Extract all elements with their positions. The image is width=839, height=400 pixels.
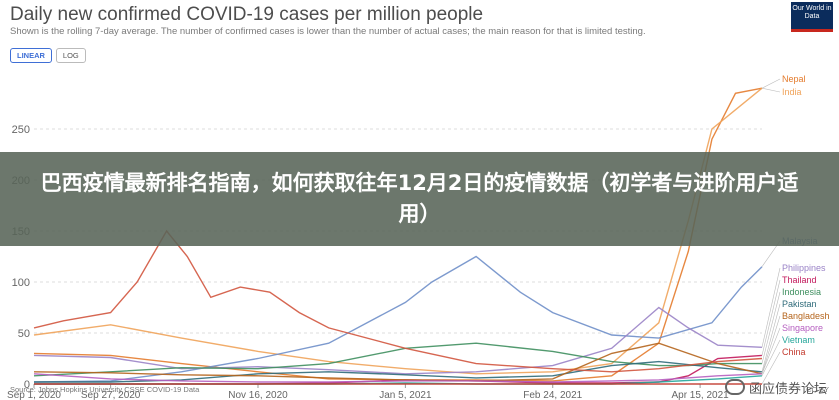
legend-connector: [761, 78, 781, 89]
headline-text: 巴西疫情最新排名指南，如何获取往年12月2日的疫情数据（初学者与进阶用户适用）: [40, 171, 799, 226]
legend-connector: [761, 315, 781, 374]
y-tick-label: 50: [18, 328, 30, 340]
legend-label: Singapore: [782, 323, 823, 333]
chart-title: Daily new confirmed COVID-19 cases per m…: [10, 4, 484, 25]
source-note: Source: Johns Hopkins University CSSE CO…: [10, 385, 200, 394]
legend-connector: [761, 279, 781, 356]
watermark: 函应债券论坛: [724, 378, 827, 397]
series-line: [33, 373, 763, 383]
legend-label: Pakistan: [782, 299, 817, 309]
legend-label: Indonesia: [782, 287, 821, 297]
license-label: CC BY: [806, 385, 829, 394]
legend-connector: [761, 87, 781, 93]
legend-connector: [761, 327, 781, 374]
x-tick-label: Apr 15, 2021: [671, 390, 729, 400]
y-tick-label: 250: [12, 124, 30, 136]
x-tick-label: Jan 5, 2021: [379, 390, 432, 400]
legend-label: Thailand: [782, 275, 817, 285]
x-tick-label: Sep 1, 2020: [7, 390, 61, 400]
series-line: [33, 229, 763, 373]
linear-toggle-button[interactable]: LINEAR: [10, 48, 52, 63]
series-line: [33, 306, 763, 375]
chart-subtitle: Shown is the rolling 7-day average. The …: [10, 26, 646, 37]
legend-label: Vietnam: [782, 335, 815, 345]
y-tick-label: 100: [12, 277, 30, 289]
legend-label: Nepal: [782, 74, 806, 84]
owid-logo[interactable]: Our World in Data: [791, 2, 833, 32]
legend-label: Philippines: [782, 263, 826, 273]
legend-label: Bangladesh: [782, 311, 830, 321]
x-tick-label: Nov 16, 2020: [228, 390, 288, 400]
chat-icon: [724, 379, 745, 395]
x-tick-label: Feb 24, 2021: [523, 390, 582, 400]
legend-connector: [761, 291, 781, 364]
headline-banner: 巴西疫情最新排名指南，如何获取往年12月2日的疫情数据（初学者与进阶用户适用）: [0, 152, 839, 246]
legend-connector: [761, 339, 781, 376]
watermark-text: 函应债券论坛: [748, 382, 827, 397]
legend-label: China: [782, 347, 806, 357]
x-tick-label: Sep 27, 2020: [81, 390, 141, 400]
scale-toggle-group: LINEAR LOG: [10, 48, 86, 63]
y-tick-label: 0: [24, 379, 30, 391]
legend-connector: [761, 351, 781, 385]
log-toggle-button[interactable]: LOG: [55, 48, 86, 63]
legend-connector: [761, 303, 781, 372]
legend-label: India: [782, 87, 802, 97]
legend-connector: [761, 267, 781, 348]
